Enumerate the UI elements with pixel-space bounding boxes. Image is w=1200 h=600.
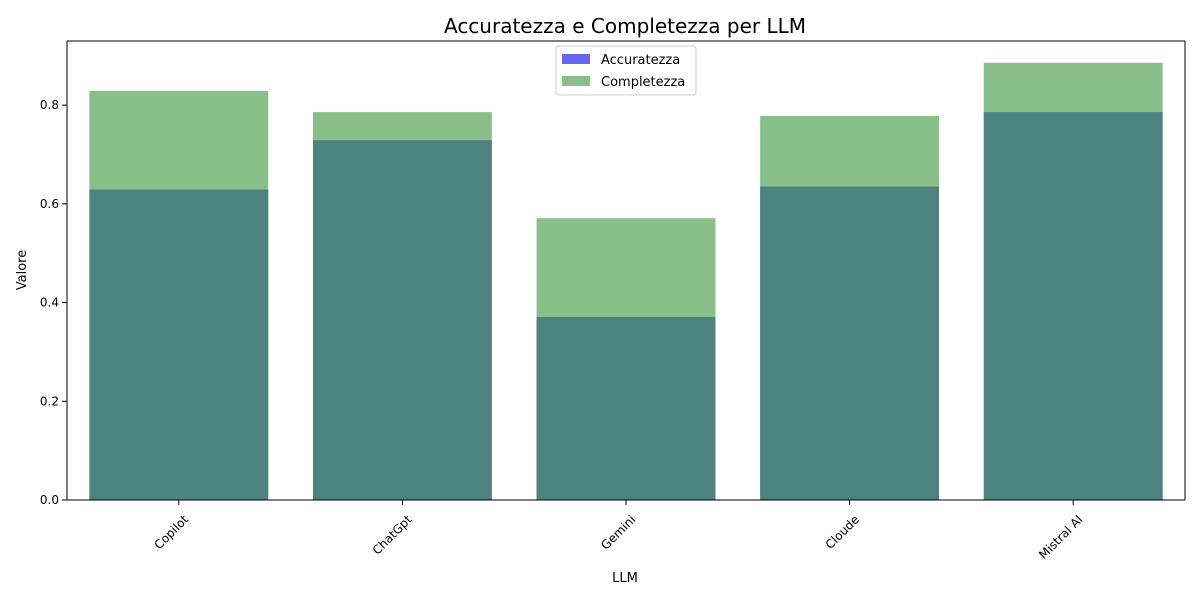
x-axis-label: LLM (612, 571, 638, 586)
bar-completezza-mistral-ai (983, 62, 1163, 500)
y-ticks: 0.0 0.2 0.4 0.6 0.8 (40, 98, 67, 507)
x-tick-label-copilot: Copilot (151, 512, 191, 552)
x-tick-label-cloude: Cloude (823, 512, 862, 551)
y-axis-label: Valore (15, 250, 30, 290)
legend: Accuratezza Completezza (555, 45, 697, 96)
x-tick-label-mistral-ai: Mistral AI (1036, 512, 1085, 561)
legend-frame (555, 45, 697, 96)
legend-swatch-completezza (562, 76, 590, 86)
x-tick-label-chatgpt: ChatGpt (370, 512, 415, 557)
bar-completezza-cloude (760, 116, 940, 501)
legend-label-accuratezza: Accuratezza (601, 53, 680, 68)
legend-swatch-accuratezza (562, 54, 590, 64)
legend-label-completezza: Completezza (601, 75, 685, 90)
y-tick-label: 0.2 (40, 394, 59, 408)
bar-completezza-copilot (89, 90, 269, 500)
y-tick-label: 0.0 (40, 493, 59, 507)
chart-title: Accuratezza e Completezza per LLM (444, 14, 806, 38)
bar-completezza-chatgpt (312, 112, 492, 500)
y-tick-label: 0.4 (40, 296, 59, 310)
bars-group (89, 62, 1163, 501)
x-tick-label-gemini: Gemini (598, 512, 638, 552)
x-ticks: Copilot ChatGpt Gemini Cloude Mistral AI (151, 500, 1086, 562)
y-tick-label: 0.8 (40, 98, 59, 112)
y-tick-label: 0.6 (40, 197, 59, 211)
bar-completezza-gemini (536, 218, 716, 500)
